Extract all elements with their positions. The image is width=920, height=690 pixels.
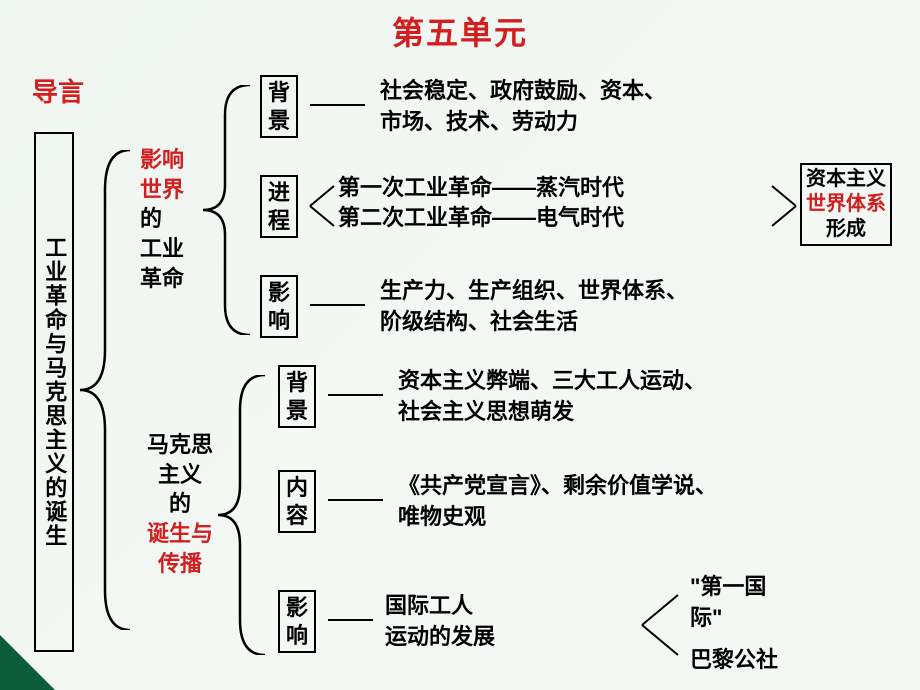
- branch2-bracket: [215, 375, 270, 655]
- b2-content-box: 内 容: [278, 470, 316, 533]
- b1-bg-desc: 社会稳定、政府鼓励、资本、 市场、技术、劳动力: [380, 76, 666, 138]
- b1-proc-result: 资本主义 世界体系 形成: [800, 163, 892, 246]
- b2-red2: 传播: [158, 551, 202, 576]
- b2-eff-box: 影 响: [278, 590, 316, 653]
- b2-bg-desc: 资本主义弊端、三大工人运动、 社会主义思想萌发: [398, 366, 706, 428]
- b2-eff-dash: [328, 619, 373, 621]
- b2-eff-desc: 国际工人 运动的发展: [385, 591, 495, 653]
- branch1-t2: 工业: [140, 236, 184, 261]
- branch1-t3: 革命: [140, 266, 184, 291]
- root-bracket: [75, 150, 135, 630]
- branch1-red2: 世界: [140, 177, 184, 202]
- b1-eff-dash: [310, 304, 365, 306]
- branch1-red1: 影响: [140, 147, 184, 172]
- b2-bg-box: 背 景: [278, 365, 316, 428]
- b2-eff-r1: "第一国 际": [690, 572, 766, 634]
- b1-eff-desc: 生产力、生产组织、世界体系、 阶级结构、社会生活: [380, 276, 688, 338]
- root-text: 工业革命与马克思主义的诞生: [40, 236, 69, 548]
- intro-label: 导言: [32, 72, 84, 109]
- b1-proc-angle-l: [308, 182, 336, 230]
- b2-eff-angle: [640, 590, 680, 660]
- b1-res-bot: 形成: [826, 218, 866, 240]
- b1-proc-box: 进 程: [260, 175, 298, 238]
- b2-bg-dash: [328, 394, 383, 396]
- b2-eff-r2: 巴黎公社: [690, 645, 778, 676]
- b2-red1: 诞生与: [147, 521, 213, 546]
- b2-l3: 的: [169, 491, 191, 516]
- branch1-t1: 的: [140, 206, 162, 231]
- b1-eff-box: 影 响: [260, 275, 298, 338]
- b2-l1: 马克思: [147, 432, 213, 457]
- b2-content-dash: [328, 499, 383, 501]
- unit-title: 第五单元: [0, 8, 920, 54]
- root-box: 工业革命与马克思主义的诞生: [34, 132, 74, 652]
- branch1-bracket: [200, 85, 255, 335]
- b1-res-red: 世界体系: [806, 193, 886, 215]
- b1-bg-box: 背 景: [260, 75, 298, 138]
- b1-proc-l1: 第一次工业革命——蒸汽时代: [338, 173, 624, 204]
- b2-content-desc: 《共产党宣言》、剩余价值学说、 唯物史观: [398, 471, 717, 533]
- b1-res-top: 资本主义: [806, 168, 886, 190]
- b2-l2: 主义: [158, 462, 202, 487]
- b1-proc-angle-r: [770, 182, 798, 230]
- branch2-label: 马克思 主义 的 诞生与 传播: [140, 430, 220, 578]
- b1-proc-l2: 第二次工业革命——电气时代: [338, 203, 624, 234]
- b1-bg-dash: [310, 104, 365, 106]
